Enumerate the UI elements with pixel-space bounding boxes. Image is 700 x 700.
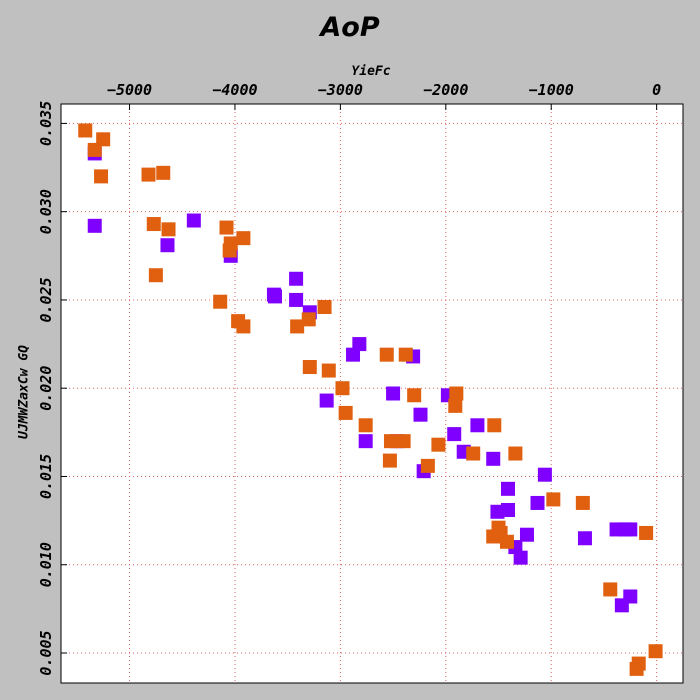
data-point	[398, 347, 413, 362]
data-point	[623, 589, 638, 604]
data-point	[87, 218, 102, 233]
data-point	[358, 434, 373, 449]
plot-frame	[60, 103, 684, 684]
x-tick-label: −4000	[212, 81, 257, 99]
data-point	[396, 434, 411, 449]
data-point	[382, 453, 397, 468]
data-point	[219, 220, 234, 235]
data-point	[447, 427, 462, 442]
grid-lines	[61, 104, 683, 683]
data-point	[407, 388, 422, 403]
data-point	[94, 169, 109, 184]
data-point	[639, 525, 654, 540]
x-tick-label: 0	[652, 81, 661, 99]
data-point	[236, 319, 251, 334]
y-tick-label: 0.035	[37, 101, 55, 146]
data-point	[449, 386, 464, 401]
data-point	[499, 534, 514, 549]
x-tick-label: −2000	[423, 81, 468, 99]
data-point	[290, 319, 305, 334]
data-point	[223, 236, 238, 251]
data-point	[141, 167, 156, 182]
data-point	[575, 495, 590, 510]
x-tick-label: −3000	[318, 81, 363, 99]
data-point	[96, 132, 111, 147]
data-point	[500, 481, 515, 496]
data-point	[490, 504, 505, 519]
data-point	[289, 271, 304, 286]
data-point	[87, 142, 102, 157]
data-point	[302, 360, 317, 375]
data-point	[289, 292, 304, 307]
data-point	[577, 531, 592, 546]
data-point	[466, 446, 481, 461]
y-tick-label: 0.015	[37, 454, 55, 499]
data-point	[500, 503, 515, 518]
data-point	[268, 289, 283, 304]
data-point	[156, 165, 171, 180]
data-point	[386, 386, 401, 401]
data-point	[546, 492, 561, 507]
data-point	[236, 231, 251, 246]
y-tick-label: 0.030	[37, 189, 55, 234]
data-point	[383, 434, 398, 449]
data-point	[603, 582, 618, 597]
data-point	[431, 437, 446, 452]
data-point	[148, 268, 163, 283]
data-point	[352, 337, 367, 352]
plot-area	[61, 104, 683, 683]
data-point	[530, 495, 545, 510]
data-point	[346, 347, 361, 362]
y-tick-label: 0.020	[37, 366, 55, 411]
data-point	[623, 522, 638, 537]
data-point	[321, 363, 336, 378]
data-point	[513, 550, 528, 565]
data-point	[319, 393, 334, 408]
data-point	[161, 222, 176, 237]
data-point	[448, 398, 463, 413]
data-point	[358, 418, 373, 433]
data-points	[78, 123, 663, 676]
data-point	[186, 213, 201, 228]
data-point	[537, 467, 552, 482]
data-point	[420, 458, 435, 473]
data-point	[631, 656, 646, 671]
data-point	[338, 405, 353, 420]
data-point	[146, 217, 161, 232]
data-point	[78, 123, 93, 138]
y-tick-label: 0.025	[37, 277, 55, 322]
data-point	[487, 418, 502, 433]
y-tick-label: 0.010	[37, 542, 55, 587]
data-point	[648, 644, 663, 659]
data-point	[317, 300, 332, 315]
data-point	[486, 451, 501, 466]
data-point	[519, 527, 534, 542]
data-point	[508, 446, 523, 461]
x-tick-label: −5000	[107, 81, 152, 99]
data-point	[335, 381, 350, 396]
x-tick-label: −1000	[529, 81, 574, 99]
chart-title: AoP	[320, 12, 380, 43]
y-tick-label: 0.005	[37, 630, 55, 675]
x-axis-label: YieFc	[351, 64, 391, 79]
data-point	[301, 312, 316, 327]
data-point	[379, 347, 394, 362]
data-point	[413, 407, 428, 422]
data-point	[470, 418, 485, 433]
axis-ticks: −5000 −4000 −3000 −2000 −1000 0 0.005 0.010 0.01…	[37, 81, 661, 676]
data-point	[213, 294, 228, 309]
data-point	[160, 238, 175, 253]
